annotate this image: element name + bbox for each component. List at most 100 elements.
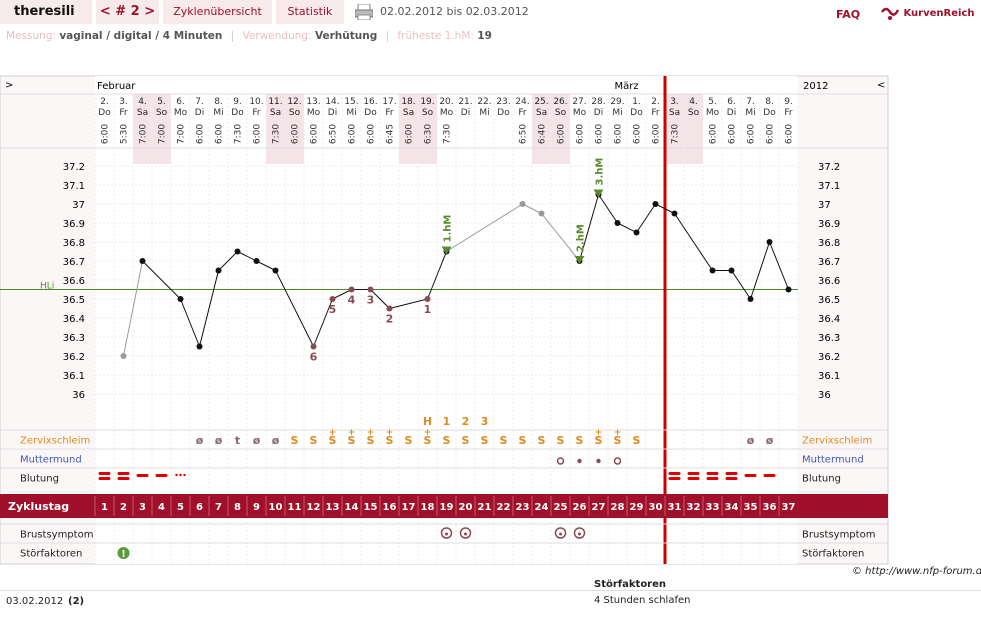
day-number: 3.	[670, 97, 679, 107]
weekend-column	[418, 94, 437, 164]
y-tick-label: 37.1	[63, 181, 85, 192]
cervix-symbol: S	[310, 434, 318, 447]
cycle-day-number: 3	[139, 502, 146, 513]
day-number: 16.	[363, 97, 377, 107]
weekday: Fr	[385, 108, 394, 118]
cycle-day-number: 31	[668, 502, 682, 513]
cycle-day-number: 18	[421, 502, 435, 513]
bleeding-heavy-bar	[725, 477, 738, 480]
measure-time: 6:00	[766, 124, 776, 144]
y-tick-label: 36.1	[63, 371, 85, 382]
cervix-symbol: S	[576, 434, 584, 447]
temperature-point	[671, 210, 678, 217]
temperature-point	[747, 296, 754, 302]
cycle-day-number: 28	[611, 502, 625, 513]
peak-marker: H	[423, 415, 432, 428]
bleeding-heavy-bar	[117, 472, 130, 475]
disturbance-exclamation: !	[121, 549, 126, 560]
measure-time: 6:00	[310, 124, 320, 144]
weekday: Mi	[479, 108, 489, 118]
measure-time: 6:00	[728, 124, 738, 144]
y-tick-label: 37	[72, 200, 85, 211]
weekday: Mi	[745, 108, 755, 118]
breast-symptom-icon	[554, 527, 567, 539]
peak-marker: 1	[443, 415, 451, 428]
day-number: 3.	[119, 97, 128, 107]
temperature-point	[196, 343, 203, 350]
bleeding-heavy-bar	[98, 477, 111, 480]
curve-segment	[674, 213, 713, 271]
measure-time: 6:00	[196, 124, 206, 144]
measure-time: 6:00	[367, 124, 377, 144]
muttermund-closed-icon	[577, 458, 582, 464]
copyright: © http://www.nfp-forum.de	[852, 566, 981, 577]
weekday: So	[555, 108, 567, 118]
cycle-day-number: 5	[177, 502, 184, 513]
weekday: Mo	[706, 108, 720, 118]
weekday: Do	[630, 108, 643, 118]
measure-time: 6:00	[348, 124, 358, 144]
y-tick-label: 36.8	[63, 238, 85, 249]
day-number: 17.	[382, 97, 396, 107]
row-label-right-dist: Störfaktoren	[802, 549, 864, 560]
y-tick-label-right: 36.4	[818, 314, 840, 325]
temperature-point	[215, 267, 222, 274]
cycle-day-number: 11	[288, 502, 302, 513]
cycle-day-number: 1	[101, 502, 108, 513]
curve-segment	[617, 222, 637, 233]
breast-symptom-icon	[440, 527, 453, 539]
breast-symptom-dot	[445, 532, 448, 536]
faq-link[interactable]: FAQ	[836, 8, 861, 21]
bleeding-heavy-bar	[706, 472, 719, 475]
y-tick-label-right: 36.1	[818, 371, 840, 382]
day-number: 7.	[746, 97, 755, 107]
cycle-day-number: 6	[196, 502, 203, 513]
weekend-column	[133, 94, 152, 164]
day-number: 7.	[195, 97, 204, 107]
weekday: So	[156, 108, 168, 118]
cervix-symbol: S	[348, 434, 356, 447]
high-marker-label: 2.hM	[576, 224, 587, 252]
weekday: Do	[98, 108, 111, 118]
temperature-point	[519, 201, 526, 207]
day-number: 18.	[401, 97, 415, 107]
day-number: 28.	[591, 97, 605, 107]
weekend-column	[399, 94, 418, 164]
row-label-cycle: Zyklustag	[8, 500, 69, 513]
month-label: Februar	[97, 81, 136, 92]
day-number: 12.	[287, 97, 301, 107]
cervix-symbol: S	[386, 434, 394, 447]
y-tick-label: 36	[72, 390, 85, 401]
cycle-day-number: 19	[440, 502, 454, 513]
row-label-right-cervix: Zervixschleim	[802, 436, 872, 447]
logo[interactable]: KurvenReich	[880, 2, 980, 26]
cycle-navigation[interactable]: < # 2 >	[96, 0, 159, 24]
measure-time: 6:00	[215, 124, 225, 144]
weekday: Mo	[440, 108, 454, 118]
cervix-plus-mark: +	[614, 428, 622, 438]
tab-statistics[interactable]: Statistik	[276, 0, 344, 24]
weekend-column	[152, 94, 171, 164]
weekday: Fr	[119, 108, 128, 118]
tab-cycle-overview[interactable]: Zyklenübersicht	[163, 0, 272, 24]
cervix-symbol: ø	[766, 434, 774, 447]
temperature-point	[253, 258, 260, 264]
cycle-day-number: 16	[383, 502, 397, 513]
username: theresili	[0, 0, 92, 24]
cycle-day-number: 23	[516, 502, 530, 513]
measure-time: 7:00	[139, 124, 149, 144]
measure-time: 6:00	[595, 124, 605, 144]
day-number: 4.	[689, 97, 698, 107]
cycle-day-number: 4	[158, 502, 165, 513]
cycle-day-number: 12	[307, 502, 321, 513]
curve-segment	[427, 251, 447, 300]
breast-symptom-icon	[459, 527, 472, 539]
curve-segment	[579, 194, 599, 262]
cervix-symbol: ø	[215, 434, 223, 447]
footer-count: (2)	[68, 596, 85, 607]
nav-left-arrow: >	[5, 80, 13, 91]
measure-time: 6:30	[424, 124, 434, 144]
day-number: 10.	[249, 97, 263, 107]
day-number: 5.	[157, 97, 166, 107]
cycle-day-number: 30	[649, 502, 663, 513]
